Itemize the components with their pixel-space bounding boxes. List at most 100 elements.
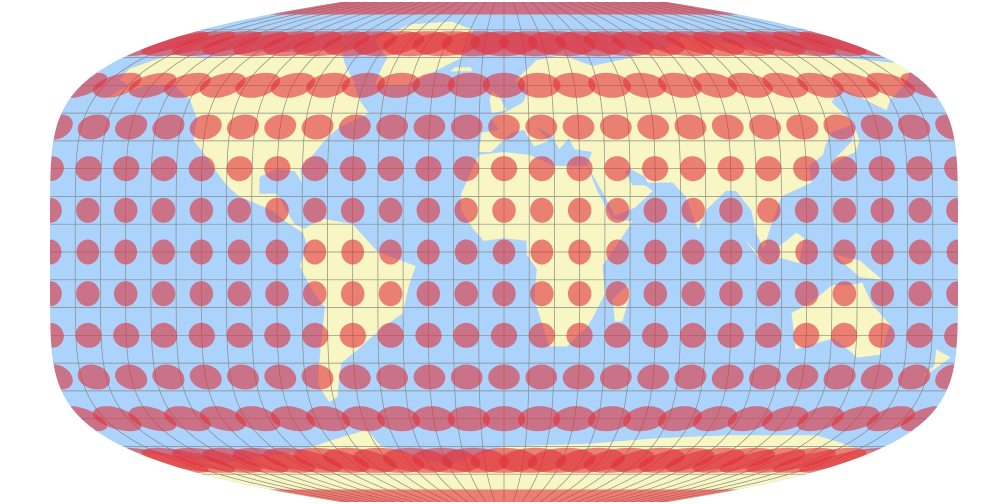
tissot-indicatrix xyxy=(303,197,327,223)
tissot-indicatrix xyxy=(906,322,933,348)
tissot-indicatrix xyxy=(339,322,366,348)
tissot-indicatrix xyxy=(870,197,895,223)
tissot-indicatrix xyxy=(377,156,404,182)
tissot-indicatrix xyxy=(642,156,669,182)
tissot-indicatrix xyxy=(799,447,883,473)
tissot-indicatrix xyxy=(871,239,894,265)
tissot-indicatrix xyxy=(482,406,526,432)
tissot-indicatrix xyxy=(562,114,595,140)
tissot-indicatrix xyxy=(794,197,819,223)
tissot-indicatrix xyxy=(150,322,178,348)
tissot-indicatrix xyxy=(227,114,259,140)
tissot-indicatrix xyxy=(488,114,520,140)
tissot-indicatrix xyxy=(152,239,175,265)
tissot-indicatrix xyxy=(717,322,744,348)
tissot-indicatrix xyxy=(447,406,490,432)
tissot-indicatrix xyxy=(823,364,856,390)
tissot-indicatrix xyxy=(870,281,895,307)
tissot-indicatrix xyxy=(757,197,781,223)
tissot-indicatrix xyxy=(860,114,893,140)
tissot-indicatrix xyxy=(935,114,955,140)
tissot-indicatrix xyxy=(339,156,366,182)
tissot-indicatrix xyxy=(376,364,408,390)
tissot-indicatrix xyxy=(906,156,933,182)
tissot-indicatrix xyxy=(188,322,215,348)
tissot-indicatrix xyxy=(377,406,420,432)
tissot-indicatrix xyxy=(189,114,222,140)
tissot-indicatrix xyxy=(762,406,809,432)
tissot-indicatrix xyxy=(482,72,526,98)
tissot-indicatrix xyxy=(447,72,490,98)
tissot-indicatrix xyxy=(113,197,138,223)
tissot-indicatrix xyxy=(50,197,62,223)
tissot-indicatrix xyxy=(50,322,64,348)
tissot-indicatrix xyxy=(643,197,668,223)
tissot-indicatrix xyxy=(860,364,893,390)
landmass xyxy=(831,127,860,166)
tissot-indicatrix xyxy=(70,72,108,98)
tissot-indicatrix xyxy=(113,322,140,348)
tissot-indicatrix xyxy=(492,197,516,223)
tissot-indicatrix xyxy=(518,406,561,432)
tissot-indicatrix xyxy=(376,114,408,140)
tissot-indicatrix xyxy=(265,239,289,265)
tissot-indicatrix xyxy=(93,72,142,98)
tissot-indicatrix xyxy=(341,406,385,432)
tissot-indicatrix xyxy=(643,281,668,307)
tissot-indicatrix xyxy=(830,322,858,348)
tissot-indicatrix xyxy=(378,197,403,223)
tissot-indicatrix xyxy=(77,114,110,140)
tissot-indicatrix xyxy=(794,281,819,307)
landmass xyxy=(299,218,416,402)
tissot-indicatrix xyxy=(898,114,931,140)
tissot-indicatrix xyxy=(898,364,931,390)
tissot-indicatrix xyxy=(269,489,739,502)
tissot-indicatrix xyxy=(749,114,781,140)
tissot-indicatrix xyxy=(152,364,185,390)
tissot-indicatrix xyxy=(568,239,591,265)
tissot-indicatrix xyxy=(719,281,743,307)
tissot-indicatrix xyxy=(50,239,62,265)
tissot-indicatrix xyxy=(786,364,819,390)
tissot-indicatrix xyxy=(302,156,329,182)
tissot-indicatrix xyxy=(679,322,706,348)
tissot-indicatrix xyxy=(339,364,371,390)
tissot-indicatrix xyxy=(70,406,108,432)
tissot-indicatrix xyxy=(605,197,630,223)
tissot-indicatrix xyxy=(567,281,592,307)
tissot-indicatrix xyxy=(600,364,632,390)
tissot-indicatrix xyxy=(528,156,555,182)
tissot-indicatrix xyxy=(588,72,631,98)
tissot-indicatrix xyxy=(605,281,630,307)
tissot-indicatrix xyxy=(265,281,289,307)
tissot-indicatrix xyxy=(711,364,744,390)
tissot-indicatrix xyxy=(416,281,441,307)
tissot-indicatrix xyxy=(75,322,102,348)
tissot-indicatrix xyxy=(604,156,631,182)
tissot-indicatrix xyxy=(642,322,669,348)
tissot-indicatrix xyxy=(681,281,705,307)
tissot-indicatrix xyxy=(658,406,702,432)
tissot-indicatrix xyxy=(454,197,478,223)
tissot-indicatrix xyxy=(53,114,73,140)
tissot-indicatrix xyxy=(377,322,404,348)
tissot-indicatrix xyxy=(755,156,782,182)
tissot-indicatrix xyxy=(270,72,316,98)
tissot-indicatrix xyxy=(199,72,246,98)
tissot-indicatrix xyxy=(567,197,592,223)
tissot-indicatrix xyxy=(340,197,365,223)
tissot-indicatrix xyxy=(302,322,329,348)
tissot-indicatrix xyxy=(150,156,178,182)
tissot-indicatrix xyxy=(412,406,455,432)
tissot-indicatrix xyxy=(53,364,73,390)
tissot-indicatrix xyxy=(719,197,743,223)
tissot-indicatrix xyxy=(340,281,365,307)
tissot-indicatrix xyxy=(757,239,781,265)
tissot-indicatrix xyxy=(692,72,738,98)
tissot-indicatrix xyxy=(164,72,211,98)
tissot-indicatrix xyxy=(832,281,857,307)
tissot-indicatrix xyxy=(692,406,738,432)
tissot-indicatrix xyxy=(644,239,667,265)
tissot-indicatrix xyxy=(128,406,177,432)
